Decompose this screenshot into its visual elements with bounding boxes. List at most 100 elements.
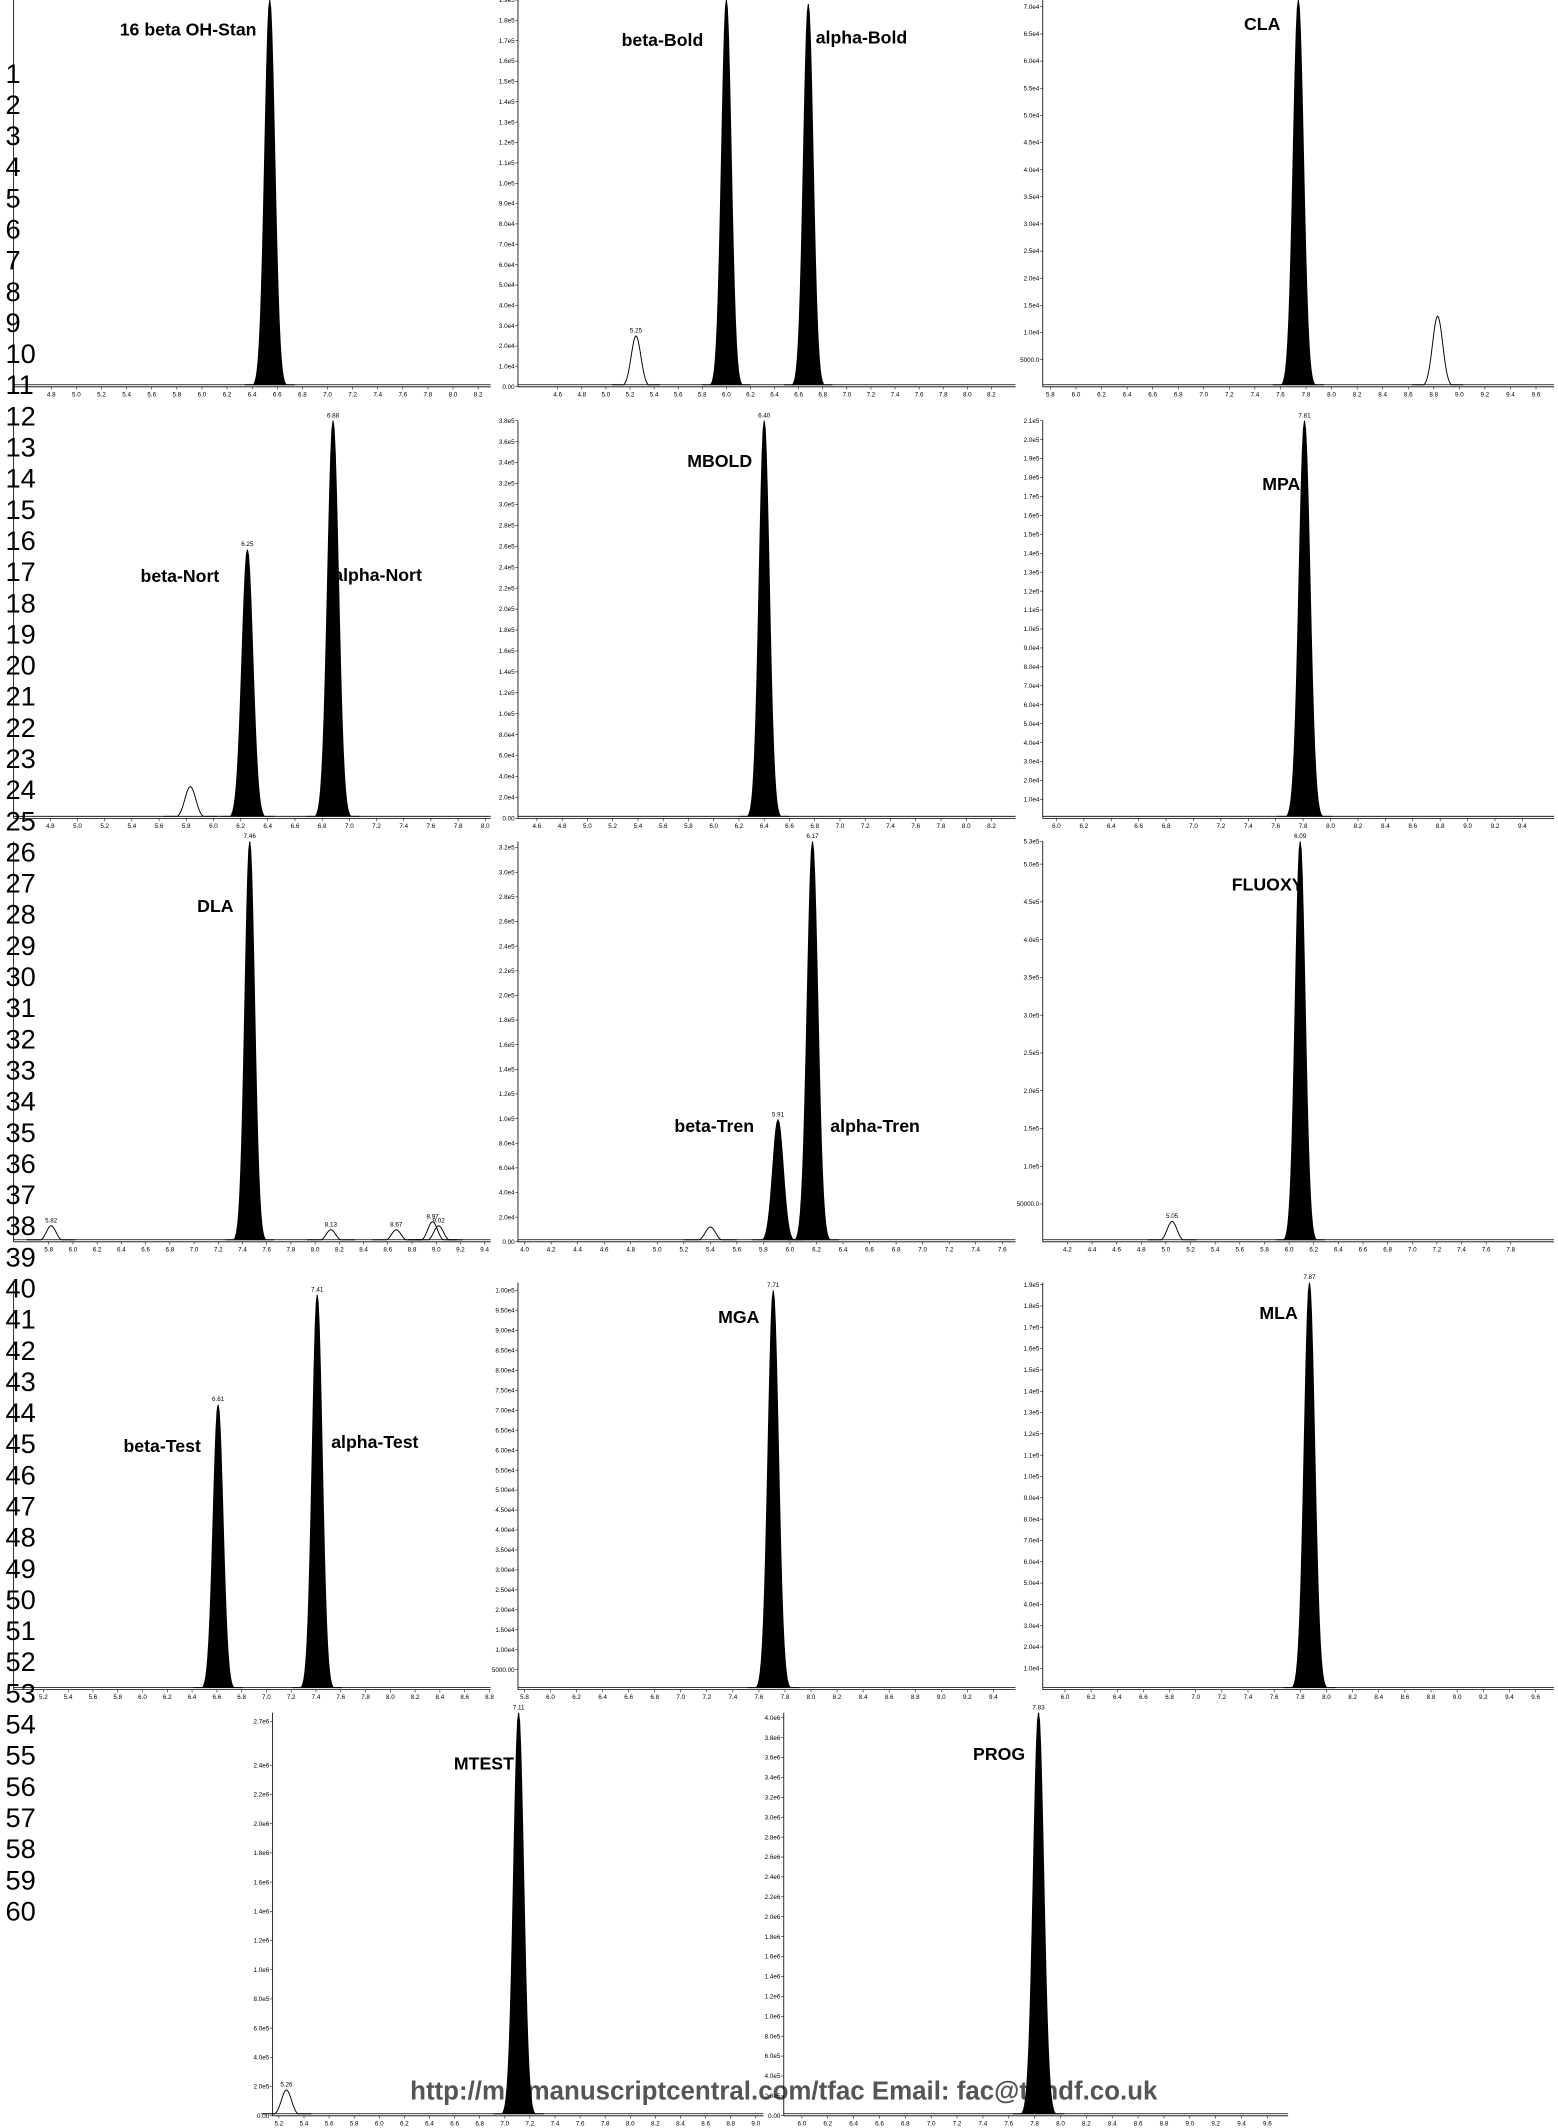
line-number: 51 <box>5 1615 35 1646</box>
y-tick-label: 1.0e5 <box>499 1116 515 1123</box>
x-tick-label: 4.8 <box>47 391 56 398</box>
y-tick-label: 4.0e4 <box>1024 740 1040 747</box>
x-tick-label: 5.8 <box>1260 1246 1269 1253</box>
line-number: 18 <box>5 587 35 618</box>
x-tick-label: 5.8 <box>520 1694 529 1701</box>
x-tick-label: 7.4 <box>312 1694 321 1701</box>
y-tick-label: 1.4e6 <box>765 1974 781 1981</box>
x-tick-label: 6.4 <box>760 823 769 830</box>
y-tick-label: 3.6e6 <box>765 1755 781 1762</box>
peak <box>1272 0 1324 386</box>
y-tick-label: 3.2e5 <box>499 481 515 488</box>
x-tick-label: 5.6 <box>147 391 156 398</box>
x-tick-label: 9.0 <box>1455 391 1464 398</box>
compound-label: MGA <box>718 1307 760 1327</box>
y-tick-label: 1.0e5 <box>1024 1474 1040 1481</box>
x-tick-label: 5.4 <box>1211 1246 1220 1253</box>
y-tick-label: 4.0e4 <box>1024 167 1040 174</box>
line-number: 31 <box>5 992 35 1023</box>
line-number: 13 <box>5 432 35 463</box>
x-tick-label: 7.0 <box>918 1246 927 1253</box>
x-tick-label: 6.8 <box>901 2120 910 2127</box>
x-tick-label: 7.8 <box>454 823 463 830</box>
y-tick-label: 5.3e5 <box>1024 839 1040 846</box>
x-tick-label: 6.2 <box>812 1246 821 1253</box>
y-tick-label: 5.00e4 <box>495 1487 515 1494</box>
peak <box>1147 1220 1197 1241</box>
x-tick-label: 4.6 <box>1112 1246 1121 1253</box>
y-tick-label: 3.00e4 <box>495 1567 515 1574</box>
x-tick-label: 7.4 <box>1457 1246 1466 1253</box>
y-tick-label: 0.00 <box>502 384 515 391</box>
line-number: 15 <box>5 494 35 525</box>
x-tick-label: 7.2 <box>1225 391 1234 398</box>
x-tick-label: 7.0 <box>323 391 332 398</box>
x-tick-label: 8.4 <box>1108 2120 1117 2127</box>
y-tick-label: 7.50e4 <box>495 1387 515 1394</box>
x-tick-label: 6.2 <box>572 1694 581 1701</box>
compound-label: MBOLD <box>687 451 752 471</box>
x-tick-label: 7.6 <box>1271 823 1280 830</box>
line-number: 2 <box>5 89 20 120</box>
peak <box>163 785 218 817</box>
x-tick-label: 7.0 <box>1191 1694 1200 1701</box>
line-number: 21 <box>5 681 35 712</box>
x-tick-label: 7.4 <box>886 823 895 830</box>
x-tick-label: 8.2 <box>833 1694 842 1701</box>
x-tick-label: 9.4 <box>1505 1694 1514 1701</box>
x-tick-label: 5.8 <box>350 2120 359 2127</box>
x-tick-label: 9.0 <box>937 1694 946 1701</box>
compound-label: MLA <box>1259 1303 1298 1323</box>
line-number: 30 <box>5 961 35 992</box>
x-tick-label: 6.4 <box>849 2120 858 2127</box>
peak <box>784 4 833 386</box>
y-tick-label: 1.0e5 <box>499 711 515 718</box>
line-number: 16 <box>5 525 35 556</box>
line-number: 10 <box>5 338 35 369</box>
y-tick-label: 1.8e5 <box>1024 1303 1040 1310</box>
peak <box>738 420 790 817</box>
x-tick-label: 4.2 <box>1063 1246 1072 1253</box>
peak <box>414 1225 463 1241</box>
y-tick-label: 1.0e6 <box>254 1967 270 1974</box>
x-tick-label: 5.2 <box>1186 1246 1195 1253</box>
x-tick-label: 6.6 <box>1148 391 1157 398</box>
peak-label: 6.61 <box>212 1396 225 1403</box>
y-tick-label: 6.0e4 <box>1024 702 1040 709</box>
line-number: 56 <box>5 1771 35 1802</box>
peak <box>1012 1712 1065 2115</box>
y-tick-label: 1.2e5 <box>499 1091 515 1098</box>
x-tick-label: 7.0 <box>1199 391 1208 398</box>
x-tick-label: 5.4 <box>128 823 137 830</box>
peak-label: 7.83 <box>1032 1704 1045 1711</box>
x-tick-label: 9.4 <box>1506 391 1515 398</box>
peak <box>261 2089 312 2115</box>
x-tick-label: 9.4 <box>1237 2120 1246 2127</box>
y-tick-label: 8.00e4 <box>495 1367 515 1374</box>
line-number: 41 <box>5 1304 35 1335</box>
y-tick-label: 7.0e4 <box>1024 683 1040 690</box>
compound-label: FLUOXY <box>1232 874 1304 894</box>
line-number: 44 <box>5 1397 35 1428</box>
x-tick-label: 6.6 <box>785 823 794 830</box>
x-tick-label: 8.8 <box>485 1694 494 1701</box>
y-tick-label: 2.0e5 <box>765 2093 781 2100</box>
peak-label: 7.41 <box>311 1286 324 1293</box>
x-tick-label: 7.2 <box>867 391 876 398</box>
compound-label: MTEST <box>454 1754 514 1774</box>
y-tick-label: 4.5e5 <box>1024 899 1040 906</box>
x-tick-label: 7.6 <box>1004 2120 1013 2127</box>
y-tick-label: 0.00 <box>502 816 515 823</box>
compound-label: DLA <box>197 896 234 916</box>
x-tick-label: 7.4 <box>373 391 382 398</box>
x-tick-label: 8.0 <box>1327 391 1336 398</box>
y-tick-label: 1.6e6 <box>765 1954 781 1961</box>
x-tick-label: 8.8 <box>726 2120 735 2127</box>
x-tick-label: 7.0 <box>842 391 851 398</box>
y-tick-label: 2.0e4 <box>1024 275 1040 282</box>
y-tick-label: 2.0e6 <box>765 1914 781 1921</box>
line-number: 26 <box>5 837 35 868</box>
x-tick-label: 8.4 <box>436 1694 445 1701</box>
y-tick-label: 1.00e5 <box>495 1288 515 1295</box>
